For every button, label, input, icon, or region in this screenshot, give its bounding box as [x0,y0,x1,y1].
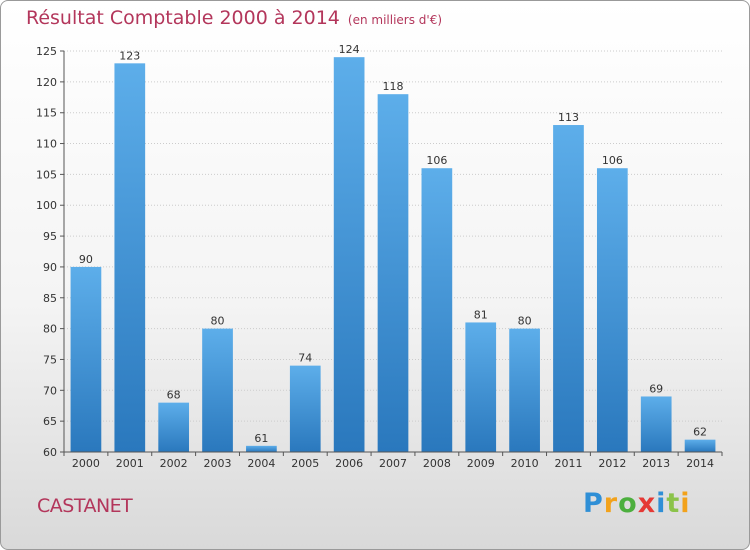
x-tick-label: 2000 [72,457,100,470]
bar [246,445,277,452]
data-label: 80 [518,315,532,328]
bar [465,322,497,452]
logo-letter: r [603,488,619,519]
y-tick-label: 90 [43,261,57,274]
x-tick-label: 2012 [598,457,626,470]
y-tick-label: 120 [36,76,57,89]
y-tick-label: 60 [43,446,57,459]
data-label: 74 [298,352,312,365]
data-label: 80 [211,315,225,328]
logo-letter: P [583,488,604,519]
proxiti-logo: Proxiti [583,488,691,519]
data-label: 81 [474,308,488,321]
bar [509,328,540,452]
y-tick-label: 115 [36,107,57,120]
y-tick-label: 75 [43,353,57,366]
bar [421,168,453,452]
axes: 60 65 70 75 80 85 90 95 100 105 110 115 120 125 2000 20… [36,45,723,470]
x-tick-label: 2003 [204,457,232,470]
data-label: 106 [602,154,623,167]
x-tick-label: 2004 [247,457,275,470]
y-tick-label: 80 [43,323,57,336]
bars: 90 123 68 80 61 74 124 118 106 81 80 113 106 69 62 [70,43,716,453]
x-tick-label: 2013 [642,457,670,470]
data-label: 118 [383,80,404,93]
y-tick-label: 125 [36,45,57,58]
y-tick-label: 110 [36,138,57,151]
data-label: 113 [558,111,579,124]
data-label: 62 [693,426,707,439]
x-tick-label: 2010 [511,457,539,470]
x-tick-label: 2005 [291,457,319,470]
y-tick-label: 85 [43,292,57,305]
x-tick-label: 2007 [379,457,407,470]
y-tick-label: 95 [43,230,57,243]
y-tick-label: 100 [36,199,57,212]
bar [596,168,628,452]
data-label: 69 [649,382,663,395]
bar [202,328,233,452]
chart-title: Résultat Comptable 2000 à 2014 (en millie… [26,7,442,29]
x-tick-label: 2008 [423,457,451,470]
data-label: 68 [167,389,181,402]
chart-title-text: Résultat Comptable 2000 à 2014 [26,7,340,29]
bar [333,57,365,453]
logo-letter: o [618,488,638,519]
data-label: 123 [119,49,140,62]
x-tick-label: 2009 [467,457,495,470]
bar [684,439,716,452]
data-label: 124 [339,43,360,56]
commune-name: CASTANET [37,495,133,517]
logo-letter: i [656,488,667,519]
bar [158,402,190,452]
logo-letter: i [680,488,691,519]
bar [70,266,102,452]
x-tick-label: 2006 [335,457,363,470]
bar [289,365,321,452]
y-tick-label: 70 [43,384,57,397]
data-label: 106 [426,154,447,167]
logo-letter: t [666,488,681,519]
y-tick-label: 65 [43,415,57,428]
chart-subtitle: (en milliers d'€) [347,13,443,27]
x-tick-label: 2011 [554,457,582,470]
data-label: 90 [79,253,93,266]
bar [553,125,584,453]
y-tick-label: 105 [36,168,57,181]
bar [114,63,146,452]
bar [377,94,409,452]
bar [640,396,672,452]
x-tick-label: 2002 [160,457,188,470]
x-tick-label: 2001 [116,457,144,470]
x-tick-label: 2014 [686,457,714,470]
data-label: 61 [254,432,268,445]
logo-letter: x [637,488,657,519]
